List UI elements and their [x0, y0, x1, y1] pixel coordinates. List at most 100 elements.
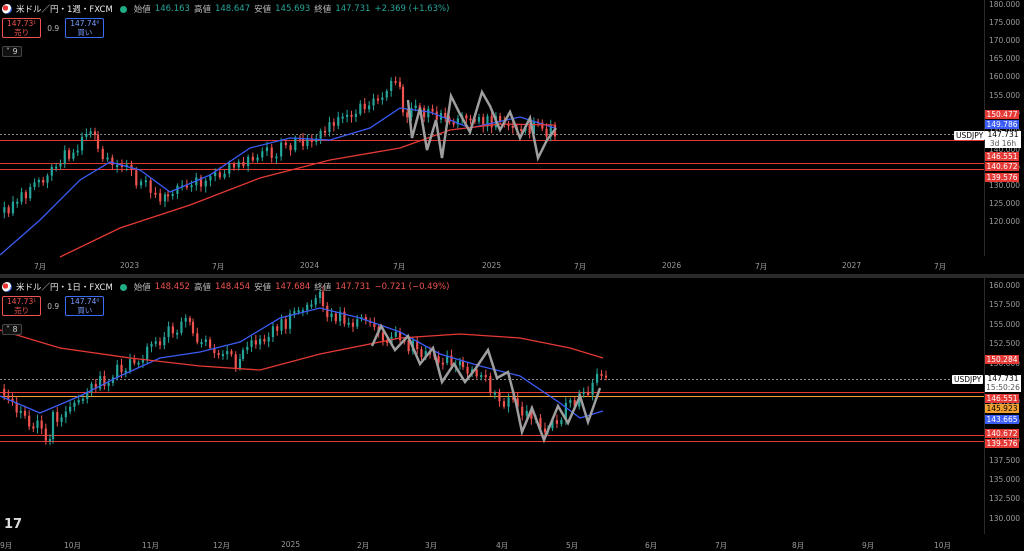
change-value: +2.369 (+1.63%): [374, 4, 450, 14]
high-value: 148.454: [214, 282, 251, 292]
weekly-candle: [116, 164, 119, 167]
weekly-candle: [541, 122, 544, 129]
weekly-candle: [89, 131, 92, 135]
weekly-candle: [228, 163, 231, 174]
weekly-candle: [381, 97, 384, 100]
weekly-time-tick: 7月: [934, 262, 947, 271]
current-price-box: 147.731 3d 16h: [985, 130, 1021, 148]
weekly-candle: [159, 192, 162, 202]
daily-candle: [15, 402, 18, 413]
weekly-time-tick: 7月: [574, 262, 587, 271]
daily-candle: [564, 402, 567, 420]
high-key: 高値: [193, 283, 211, 293]
weekly-candle: [247, 156, 250, 166]
daily-candle: [86, 392, 89, 399]
daily-candle: [595, 373, 599, 383]
indicators-toggle[interactable]: ˅ 9: [2, 46, 22, 57]
weekly-candle: [323, 130, 327, 133]
daily-sketch-path: [370, 323, 602, 444]
daily-candle: [141, 359, 145, 363]
weekly-price-chart[interactable]: [0, 0, 984, 274]
daily-chart-pane[interactable]: 160.000157.500155.000152.500150.000147.5…: [0, 278, 1024, 551]
price-level-label[interactable]: 146.551: [985, 394, 1019, 403]
indicator-count: 9: [12, 47, 18, 56]
daily-candle: [301, 310, 304, 313]
sell-button[interactable]: 147.73¹ 売り: [2, 18, 42, 38]
weekly-candle: [418, 105, 421, 109]
weekly-candle: [477, 117, 481, 122]
tradingview-logo[interactable]: 17: [4, 517, 23, 532]
daily-price-chart[interactable]: [0, 278, 984, 551]
bar-countdown: 3d 16h: [989, 138, 1017, 148]
daily-candle: [351, 322, 355, 327]
weekly-candle: [111, 157, 114, 166]
weekly-legend: 米ドル／円・1週・FXCM 始値 146.163 高値 148.647 安値 145.…: [2, 3, 449, 15]
daily-candle: [188, 318, 192, 322]
weekly-price-tick: 175.000: [989, 18, 1021, 28]
daily-candle: [7, 395, 10, 399]
low-key: 安値: [254, 5, 272, 15]
indicators-toggle[interactable]: ˅ 8: [2, 324, 22, 335]
daily-candle: [507, 397, 510, 407]
weekly-candle: [359, 103, 362, 114]
buy-button[interactable]: 147.74⁰ 買い: [65, 18, 105, 38]
price-level-label[interactable]: 150.284: [985, 355, 1019, 364]
weekly-candle: [125, 164, 128, 167]
price-level-label[interactable]: 140.672: [985, 162, 1019, 171]
daily-candle: [458, 361, 462, 366]
daily-time-tick: 6月: [645, 541, 658, 550]
usdjpy-flag-icon: [2, 4, 12, 14]
weekly-candle: [29, 186, 32, 199]
daily-candle: [103, 376, 106, 386]
daily-trade-buttons: 147.73¹ 売り 0.9 147.74⁰ 買い: [2, 296, 105, 316]
daily-candle: [234, 354, 237, 369]
daily-candle: [128, 359, 132, 371]
daily-price-tick: 135.000: [989, 475, 1021, 484]
weekly-candle: [289, 145, 292, 151]
price-level-label[interactable]: 146.551: [985, 152, 1019, 161]
buy-button[interactable]: 147.74⁰ 買い: [65, 296, 105, 316]
daily-candle: [604, 375, 608, 378]
weekly-candle: [423, 108, 426, 118]
daily-candle: [306, 304, 309, 311]
daily-candle: [539, 417, 542, 429]
daily-candle: [334, 313, 337, 322]
price-level-label[interactable]: 143.665: [985, 415, 1019, 424]
weekly-price-tick: 120.000: [989, 217, 1021, 227]
daily-candle: [484, 375, 487, 378]
price-level-label[interactable]: 139.576: [985, 439, 1019, 448]
daily-candle: [398, 331, 402, 341]
pane-divider[interactable]: [0, 274, 1024, 278]
daily-time-tick: 3月: [425, 541, 438, 550]
daily-time-tick: 10月: [64, 541, 82, 550]
daily-candle: [381, 332, 385, 341]
daily-candle: [356, 319, 359, 327]
daily-candle: [221, 354, 225, 357]
weekly-candle: [520, 128, 523, 131]
change-value: −0.721 (−0.49%): [374, 282, 450, 292]
weekly-candle: [337, 117, 340, 126]
symbol-title[interactable]: 米ドル／円・1日・FXCM: [16, 283, 113, 293]
weekly-chart-pane[interactable]: 180.000 175.000 170.000 165.000 160.000 155.0…: [0, 0, 1024, 274]
low-key: 安値: [254, 283, 272, 293]
price-level-label[interactable]: 140.672: [985, 429, 1019, 438]
daily-time-tick: 8月: [792, 541, 805, 550]
close-value: 147.731: [335, 4, 371, 14]
daily-candle: [288, 313, 292, 329]
daily-candle: [461, 361, 465, 368]
sell-button[interactable]: 147.73¹ 売り: [2, 296, 42, 316]
price-level-label[interactable]: 139.576: [985, 173, 1019, 182]
market-open-icon: [119, 5, 127, 13]
price-level-label[interactable]: 145.923: [985, 404, 1019, 413]
symbol-title[interactable]: 米ドル／円・1週・FXCM: [16, 5, 113, 15]
weekly-candle: [242, 161, 245, 166]
weekly-time-tick: 2025: [482, 261, 502, 270]
daily-candle: [394, 331, 397, 337]
spread-value: 0.9: [47, 23, 60, 33]
high-key: 高値: [193, 5, 211, 15]
price-level-label[interactable]: 149.786: [985, 120, 1019, 129]
daily-price-tick: 152.500: [989, 339, 1021, 349]
price-level-label[interactable]: 150.477: [985, 110, 1019, 119]
sell-label: 売り: [14, 306, 30, 315]
daily-candle: [318, 291, 322, 299]
